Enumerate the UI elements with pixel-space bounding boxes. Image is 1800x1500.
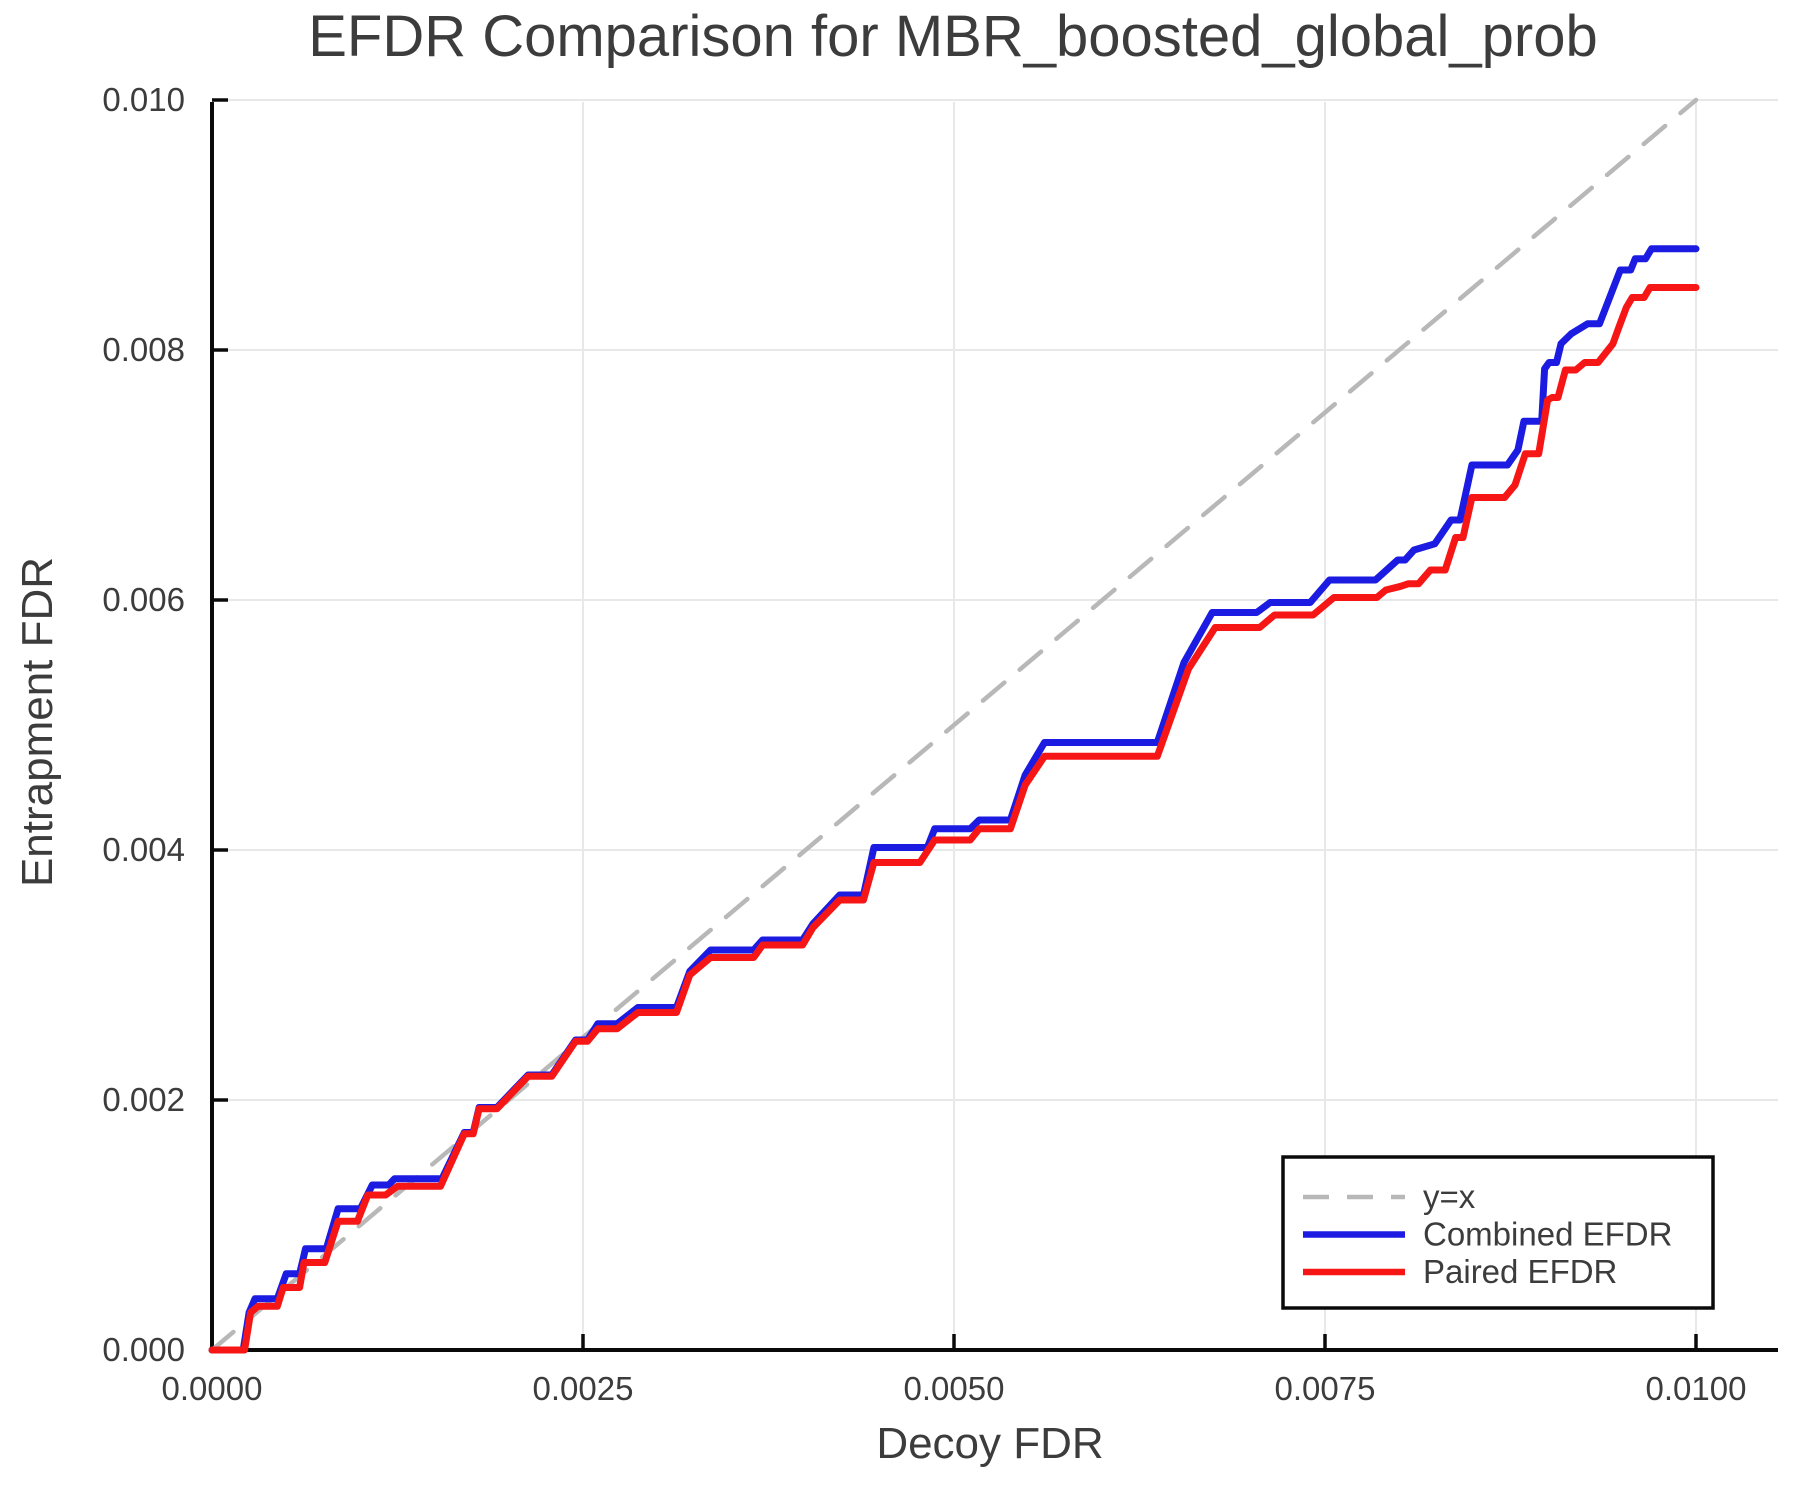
series-layer xyxy=(208,97,1700,1354)
x-tick-label: 0.0000 xyxy=(162,1370,263,1407)
x-tick-label: 0.0075 xyxy=(1275,1370,1376,1407)
legend-item-label: Paired EFDR xyxy=(1423,1253,1617,1290)
series-line-paired-efdr xyxy=(208,284,1700,1354)
axis-layer: 0.0000 0.0025 0.0050 0.0075 0.0100 0.000 0.002… xyxy=(102,81,1778,1407)
legend-item-label: y=x xyxy=(1423,1178,1476,1215)
x-tick-label: 0.0100 xyxy=(1646,1370,1747,1407)
x-tick-label: 0.0025 xyxy=(533,1370,634,1407)
legend-item-label: Combined EFDR xyxy=(1423,1216,1672,1253)
y-tick-label: 0.004 xyxy=(102,831,185,868)
x-tick-label: 0.0050 xyxy=(904,1370,1005,1407)
grid-layer xyxy=(212,99,1778,1350)
y-tick-label: 0.008 xyxy=(102,331,185,368)
y-axis-label: Entrapment FDR xyxy=(13,557,62,887)
chart-title: EFDR Comparison for MBR_boosted_global_p… xyxy=(308,4,1598,69)
x-axis-label: Decoy FDR xyxy=(876,1419,1103,1468)
y-tick-label: 0.010 xyxy=(102,81,185,118)
series-line-combined-efdr xyxy=(208,245,1700,1354)
y-tick-label: 0.000 xyxy=(102,1331,185,1368)
series-line-y-x xyxy=(209,97,1699,1353)
y-tick-label: 0.006 xyxy=(102,581,185,618)
y-tick-label: 0.002 xyxy=(102,1081,185,1118)
